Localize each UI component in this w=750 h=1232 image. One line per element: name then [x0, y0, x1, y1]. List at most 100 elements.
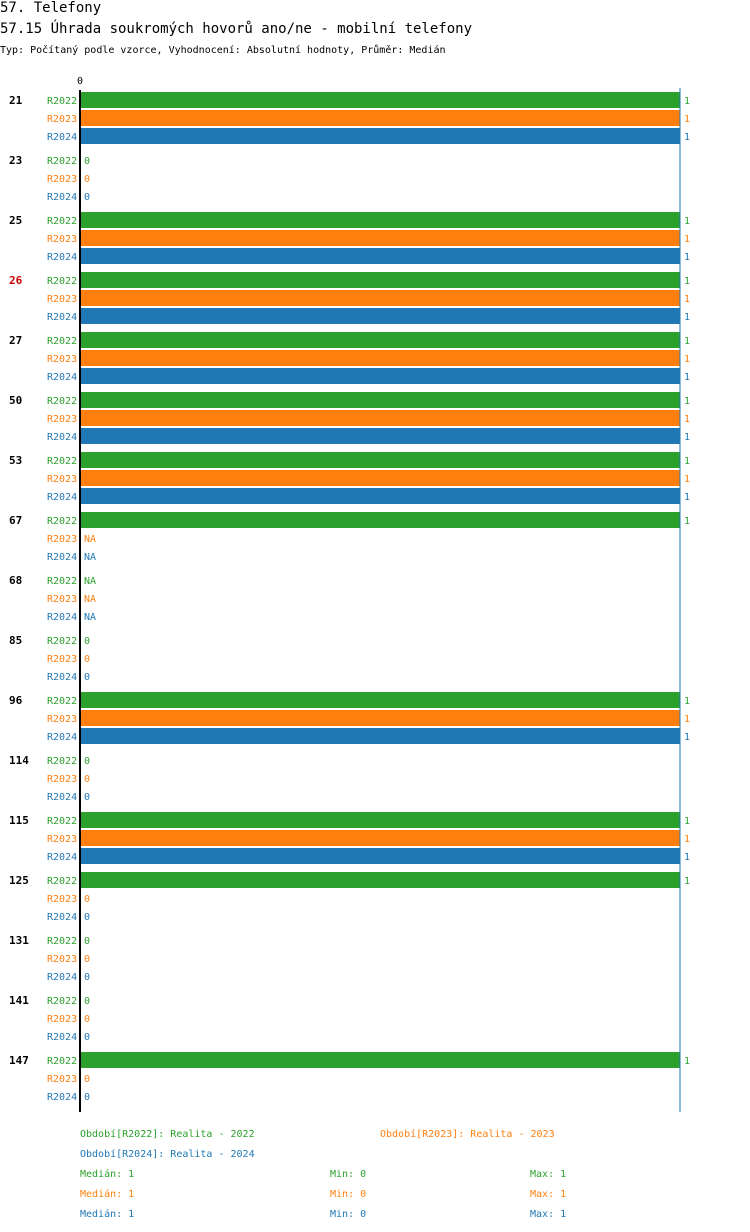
stat-median-r2024: Medián: 1: [80, 1209, 135, 1220]
data-label: 1: [684, 834, 690, 845]
data-label: 0: [84, 792, 90, 803]
data-label: 0: [84, 1092, 90, 1103]
bar: [81, 452, 680, 468]
data-label: 0: [84, 936, 90, 947]
bar: [81, 272, 680, 288]
category-label: 26: [9, 274, 23, 287]
category-label: 131: [9, 934, 29, 947]
bar: [81, 410, 680, 426]
category-label: 23: [9, 154, 22, 167]
data-label: 0: [84, 672, 90, 683]
category-label: 68: [9, 574, 22, 587]
series-label: R2023: [47, 714, 77, 725]
data-label: 1: [684, 714, 690, 725]
bar: [81, 470, 680, 486]
series-label: R2023: [47, 1014, 77, 1025]
data-label: 1: [684, 216, 690, 227]
series-label: R2023: [47, 354, 77, 365]
series-label: R2023: [47, 1074, 77, 1085]
bar: [81, 812, 680, 828]
bar: [81, 290, 680, 306]
bar: [81, 332, 680, 348]
data-label: 1: [684, 456, 690, 467]
category-label: 114: [9, 754, 29, 767]
series-label: R2024: [47, 732, 77, 743]
data-label: 1: [684, 132, 690, 143]
data-label: NA: [84, 576, 96, 587]
data-label: 0: [84, 1032, 90, 1043]
data-label: 1: [684, 372, 690, 383]
series-label: R2022: [47, 876, 77, 887]
chart-title: 57.15 Úhrada soukromých hovorů ano/ne - …: [0, 21, 473, 37]
series-label: R2023: [47, 174, 77, 185]
series-label: R2022: [47, 996, 77, 1007]
data-label: 1: [684, 432, 690, 443]
series-label: R2024: [47, 1032, 77, 1043]
data-label: NA: [84, 534, 96, 545]
bar: [81, 710, 680, 726]
data-label: 1: [684, 336, 690, 347]
series-label: R2023: [47, 774, 77, 785]
series-label: R2024: [47, 912, 77, 923]
series-label: R2024: [47, 1092, 77, 1103]
data-label: 0: [84, 954, 90, 965]
series-label: R2022: [47, 696, 77, 707]
series-label: R2022: [47, 96, 77, 107]
bar: [81, 212, 680, 228]
data-label: 1: [684, 354, 690, 365]
series-label: R2023: [47, 414, 77, 425]
data-label: 1: [684, 516, 690, 527]
data-label: 1: [684, 876, 690, 887]
stat-min-r2024: Min: 0: [330, 1209, 367, 1220]
legend-period-r2024: Období[R2024]: Realita - 2024: [80, 1149, 255, 1160]
data-label: 1: [684, 312, 690, 323]
data-label: 1: [684, 696, 690, 707]
series-label: R2022: [47, 456, 77, 467]
category-label: 125: [9, 874, 29, 887]
series-label: R2023: [47, 834, 77, 845]
legend-period-r2023: Období[R2023]: Realita - 2023: [380, 1129, 555, 1140]
category-label: 25: [9, 214, 22, 227]
page-title: 57. Telefony: [0, 0, 102, 16]
bar: [81, 350, 680, 366]
series-label: R2022: [47, 396, 77, 407]
series-label: R2022: [47, 636, 77, 647]
series-label: R2023: [47, 234, 77, 245]
bar: [81, 1052, 680, 1068]
series-label: R2022: [47, 1056, 77, 1067]
data-label: 0: [84, 174, 90, 185]
series-label: R2022: [47, 216, 77, 227]
series-label: R2022: [47, 936, 77, 947]
data-label: 1: [684, 414, 690, 425]
data-label: NA: [84, 552, 96, 563]
data-label: 0: [84, 156, 90, 167]
category-label: 85: [9, 634, 22, 647]
series-label: R2023: [47, 294, 77, 305]
data-label: 0: [84, 912, 90, 923]
data-label: 0: [84, 756, 90, 767]
data-label: 0: [84, 192, 90, 203]
data-label: 1: [684, 492, 690, 503]
x-tick-label: 0: [77, 76, 83, 87]
bar: [81, 128, 680, 144]
data-label: 0: [84, 654, 90, 665]
series-label: R2022: [47, 576, 77, 587]
bar: [81, 308, 680, 324]
series-label: R2023: [47, 474, 77, 485]
bar: [81, 488, 680, 504]
series-label: R2022: [47, 156, 77, 167]
data-label: 1: [684, 852, 690, 863]
series-label: R2024: [47, 792, 77, 803]
legend-period-r2022: Období[R2022]: Realita - 2022: [80, 1129, 255, 1140]
bar: [81, 848, 680, 864]
bar: [81, 392, 680, 408]
series-label: R2024: [47, 132, 77, 143]
data-label: 0: [84, 1014, 90, 1025]
category-label: 53: [9, 454, 22, 467]
category-label: 96: [9, 694, 23, 707]
data-label: 1: [684, 396, 690, 407]
series-label: R2024: [47, 252, 77, 263]
stat-median-r2023: Medián: 1: [80, 1189, 135, 1200]
bar: [81, 872, 680, 888]
